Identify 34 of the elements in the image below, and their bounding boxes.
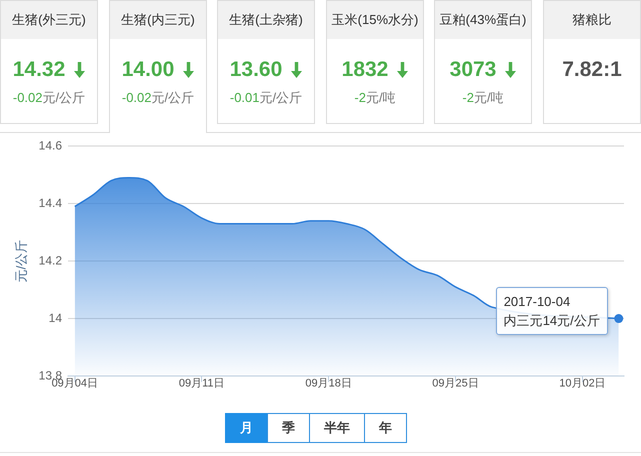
text: -2元/吨 (462, 90, 504, 105)
y-tick-label: 14.4 (38, 196, 62, 210)
text: 3073 (450, 58, 496, 81)
text: 生猪(土杂猪) (218, 1, 314, 39)
period-tab[interactable] (364, 413, 407, 443)
y-axis-title: 元/公斤 (13, 240, 28, 282)
text: 13.60 (230, 58, 282, 81)
text: 季 (282, 420, 295, 435)
text: 月 (240, 420, 253, 435)
text: 7.82:1 (562, 58, 622, 81)
text: -0.02元/公斤 (12, 90, 86, 105)
text: 生猪(外三元) (1, 1, 97, 39)
period-tab[interactable] (309, 413, 365, 443)
y-tick-label: 14.2 (38, 253, 62, 268)
x-tick-label: 09月25日 (432, 378, 479, 390)
text: -0.02元/公斤 (122, 90, 194, 105)
text: 玉米(15%水分) (327, 1, 423, 39)
text: 豆粕(43%蛋白) (435, 1, 531, 39)
text: -2元/吨 (354, 90, 396, 105)
text: -0.01元/公斤 (230, 90, 302, 105)
text: 14.32 (12, 58, 66, 81)
text: 猪粮比 (544, 1, 640, 39)
text: 年 (379, 420, 392, 435)
y-tick-label: 14 (48, 310, 62, 325)
period-tab[interactable] (267, 413, 310, 443)
text: 半年 (324, 420, 350, 435)
x-tick-label: 09月11日 (178, 378, 225, 390)
annotation: 2017-10-04 内三元14元/公斤 (504, 292, 600, 330)
text: 1832 (342, 58, 388, 81)
text: 生猪(内三元) (110, 1, 206, 39)
x-tick-label: 09月18日 (305, 378, 352, 390)
text: 14.00 (122, 58, 174, 81)
y-tick-label: 14.6 (38, 138, 62, 153)
x-tick-label: 10月02日 (559, 378, 606, 390)
